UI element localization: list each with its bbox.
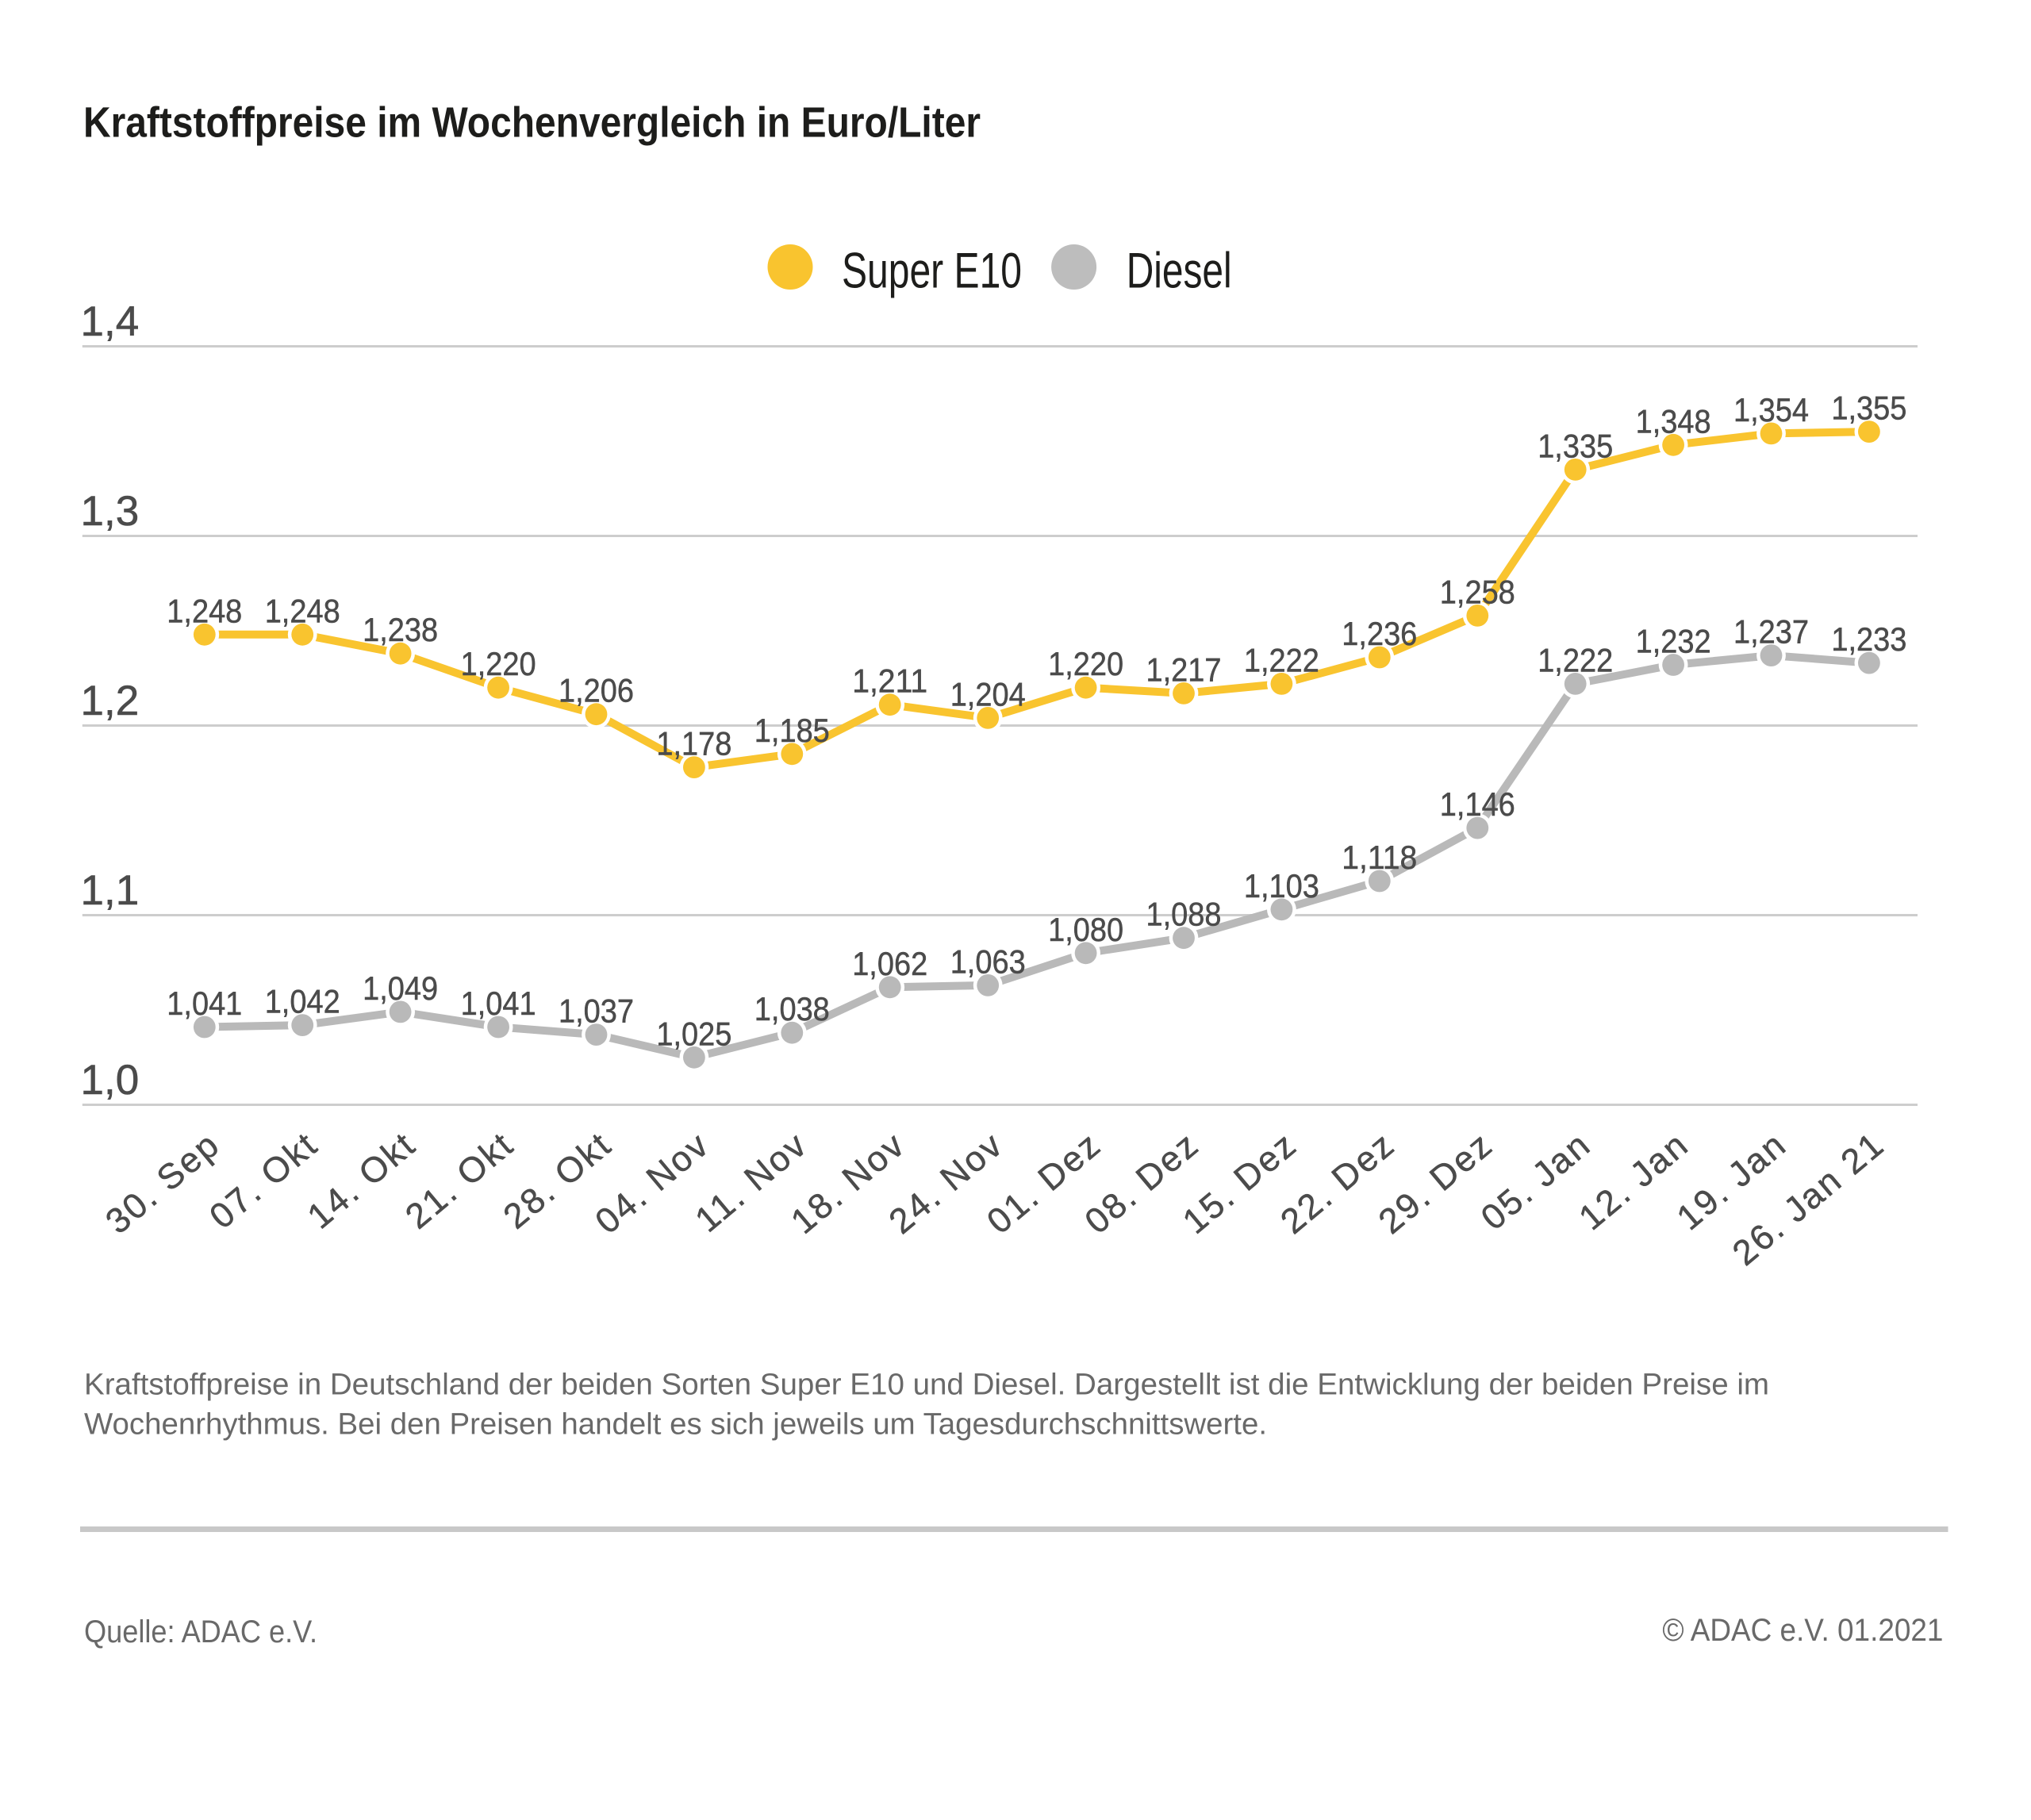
svg-text:1,355: 1,355 — [1831, 390, 1906, 427]
svg-text:1,037: 1,037 — [559, 993, 634, 1030]
svg-text:1,348: 1,348 — [1636, 402, 1711, 440]
svg-text:1,204: 1,204 — [950, 675, 1026, 712]
svg-text:1,041: 1,041 — [461, 985, 536, 1022]
svg-text:1,248: 1,248 — [167, 592, 242, 629]
svg-text:1,222: 1,222 — [1538, 641, 1613, 678]
svg-text:1,2: 1,2 — [81, 678, 140, 724]
svg-text:Kraftstoffpreise im Wochenverg: Kraftstoffpreise im Wochenvergleich in E… — [83, 100, 981, 147]
svg-text:1,232: 1,232 — [1636, 623, 1711, 660]
svg-text:1,178: 1,178 — [656, 725, 731, 762]
svg-text:Super E10: Super E10 — [842, 244, 1022, 299]
svg-text:1,236: 1,236 — [1342, 615, 1417, 652]
svg-text:1,248: 1,248 — [265, 592, 340, 629]
svg-text:1,258: 1,258 — [1440, 573, 1515, 610]
svg-text:1,217: 1,217 — [1146, 651, 1222, 688]
svg-text:1,041: 1,041 — [167, 985, 242, 1022]
svg-text:Kraftstoffpreise in Deutschlan: Kraftstoffpreise in Deutschland der beid… — [84, 1367, 1769, 1401]
svg-text:1,237: 1,237 — [1733, 613, 1809, 651]
svg-text:© ADAC e.V. 01.2021: © ADAC e.V. 01.2021 — [1662, 1613, 1943, 1648]
svg-text:1,220: 1,220 — [1048, 645, 1123, 682]
svg-text:1,4: 1,4 — [81, 298, 140, 345]
svg-text:1,220: 1,220 — [461, 645, 536, 682]
svg-text:1,146: 1,146 — [1440, 785, 1515, 823]
svg-text:1,3: 1,3 — [81, 488, 140, 535]
svg-text:Diesel: Diesel — [1127, 244, 1232, 299]
svg-text:1,0: 1,0 — [81, 1057, 140, 1104]
svg-text:Quelle: ADAC e.V.: Quelle: ADAC e.V. — [84, 1615, 317, 1649]
svg-text:1,118: 1,118 — [1342, 839, 1417, 876]
svg-text:1,222: 1,222 — [1244, 641, 1319, 678]
svg-text:1,038: 1,038 — [754, 990, 830, 1027]
svg-text:1,049: 1,049 — [363, 970, 438, 1007]
svg-text:1,206: 1,206 — [559, 672, 634, 709]
svg-text:1,211: 1,211 — [852, 662, 927, 700]
svg-text:Wochenrhythmus. Bei den Preise: Wochenrhythmus. Bei den Preisen handelt … — [84, 1407, 1267, 1442]
svg-text:1,185: 1,185 — [754, 712, 830, 749]
svg-text:1,088: 1,088 — [1146, 896, 1222, 933]
svg-text:1,063: 1,063 — [950, 943, 1026, 980]
svg-text:1,103: 1,103 — [1244, 867, 1319, 904]
svg-text:1,335: 1,335 — [1538, 427, 1613, 464]
svg-text:1,080: 1,080 — [1048, 911, 1123, 948]
svg-text:1,042: 1,042 — [265, 983, 340, 1020]
svg-text:1,233: 1,233 — [1831, 620, 1906, 658]
svg-text:1,354: 1,354 — [1733, 391, 1809, 428]
svg-text:1,1: 1,1 — [81, 867, 140, 914]
svg-text:1,238: 1,238 — [363, 611, 438, 648]
svg-text:1,025: 1,025 — [656, 1015, 731, 1052]
svg-text:1,062: 1,062 — [852, 945, 927, 982]
